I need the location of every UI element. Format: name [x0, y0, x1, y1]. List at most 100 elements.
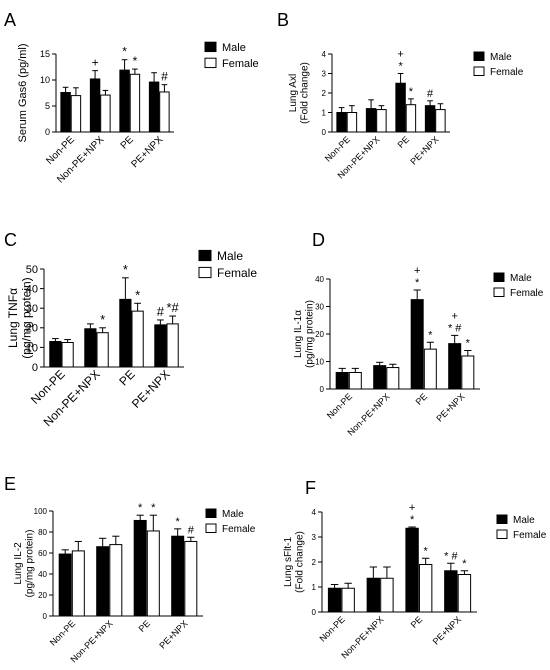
y-tick-label: 20	[26, 323, 38, 335]
significance-marker: *	[398, 61, 403, 73]
y-tick-label: 4	[312, 508, 317, 517]
x-category-label: PE	[119, 134, 136, 151]
legend-swatch-female	[493, 287, 505, 297]
bar-female	[457, 574, 472, 613]
legend-label-male: Male	[222, 42, 246, 54]
bar-female	[131, 310, 144, 368]
y-tick-label: 0	[320, 385, 325, 394]
x-category-label: Non-PE	[325, 391, 354, 420]
y-tick-label: 0	[45, 127, 50, 137]
legend-label-female: Female	[510, 288, 544, 299]
bar-male	[336, 112, 347, 133]
bar-male	[84, 328, 97, 368]
bar-female	[423, 348, 437, 390]
y-tick-label: 80	[38, 528, 47, 537]
significance-marker: *	[151, 502, 156, 514]
bar-female	[71, 550, 85, 617]
legend-label-male: Male	[222, 509, 244, 520]
bar-male	[373, 365, 387, 390]
y-axis-label: Lung IL-2(pg/mg protein)	[13, 530, 36, 598]
significance-marker: * #	[444, 550, 458, 562]
y-axis-label: Lung Axl(Fold change)	[288, 62, 311, 124]
bar-male	[448, 343, 462, 390]
significance-marker: *#	[166, 300, 179, 315]
y-tick-label: 2	[312, 558, 317, 567]
y-tick-label: 50	[26, 264, 38, 276]
legend-swatch-female	[204, 57, 217, 69]
bar-female	[341, 587, 355, 613]
y-tick-label: 3	[312, 533, 317, 542]
bar-male	[133, 519, 147, 617]
x-category-label: PE	[396, 134, 412, 150]
bar-male	[89, 78, 101, 133]
significance-marker: *	[415, 277, 420, 289]
significance-marker: *	[409, 86, 414, 98]
significance-marker: #	[157, 304, 165, 319]
legend-swatch-male	[205, 508, 217, 518]
bar-female	[96, 332, 109, 368]
y-axis-label: Serum Gas6 (pg/ml)	[17, 43, 29, 142]
x-category-label: PE+NPX	[434, 391, 466, 423]
legend-swatch-male	[473, 51, 485, 61]
y-tick-label: 0	[312, 608, 317, 617]
y-tick-label: 60	[38, 549, 47, 558]
panel-label: E	[4, 474, 16, 494]
panel-label: D	[312, 230, 325, 250]
bar-female	[461, 355, 475, 390]
legend-label-female: Female	[513, 530, 547, 541]
significance-marker: *	[123, 262, 128, 277]
legend-swatch-female	[473, 66, 485, 76]
legend-swatch-male	[204, 41, 217, 53]
significance-marker: +	[451, 310, 457, 322]
y-tick-label: 20	[38, 591, 47, 600]
y-tick-label: 30	[26, 303, 38, 315]
x-category-label: PE+NPX	[408, 134, 440, 166]
legend-label-male: Male	[513, 515, 535, 526]
bar-male	[119, 69, 130, 133]
legend-swatch-female	[198, 266, 212, 279]
bar-female	[346, 112, 358, 133]
x-category-label: PE	[137, 618, 153, 634]
y-axis-label: Lung TNFα(pg/mg protein)	[6, 277, 34, 358]
panel-label: C	[4, 230, 17, 250]
bar-male	[365, 108, 377, 133]
x-category-label: Non-PE	[48, 618, 77, 647]
x-category-label: PE+NPX	[129, 367, 173, 411]
y-tick-label: 4	[322, 50, 327, 59]
legend-swatch-male	[198, 249, 212, 262]
significance-marker: *	[462, 558, 467, 570]
y-tick-label: 100	[34, 507, 48, 516]
legend-swatch-male	[493, 272, 505, 282]
significance-marker: * #	[448, 322, 462, 334]
legend-label-female: Female	[490, 67, 524, 78]
bar-female	[146, 530, 160, 617]
significance-marker: #	[161, 70, 168, 84]
significance-marker: +	[414, 265, 420, 277]
bar-female	[109, 544, 123, 617]
bar-female	[166, 323, 179, 368]
bar-male	[335, 372, 349, 390]
bar-female	[61, 342, 74, 368]
x-category-label: PE	[414, 391, 430, 407]
panel-label: A	[4, 10, 16, 30]
y-tick-label: 3	[322, 69, 327, 78]
y-tick-label: 20	[315, 330, 324, 339]
legend-label-male: Male	[217, 249, 243, 263]
y-tick-label: 0	[32, 362, 38, 374]
panel-label: B	[277, 10, 289, 30]
y-tick-label: 2	[322, 89, 327, 98]
panel-label: F	[305, 478, 316, 498]
significance-marker: *	[466, 338, 471, 350]
bar-female	[159, 91, 170, 133]
y-tick-label: 30	[315, 302, 324, 311]
bar-male	[148, 81, 160, 133]
legend-swatch-male	[496, 514, 508, 524]
y-tick-label: 10	[40, 75, 50, 85]
chart-panel-e: E 0 20 40 60 80 100 Lung IL-2(pg/mg protein) Non…	[4, 474, 256, 665]
bar-female	[70, 95, 82, 133]
significance-marker: *	[424, 545, 429, 557]
significance-marker: #	[188, 524, 195, 536]
